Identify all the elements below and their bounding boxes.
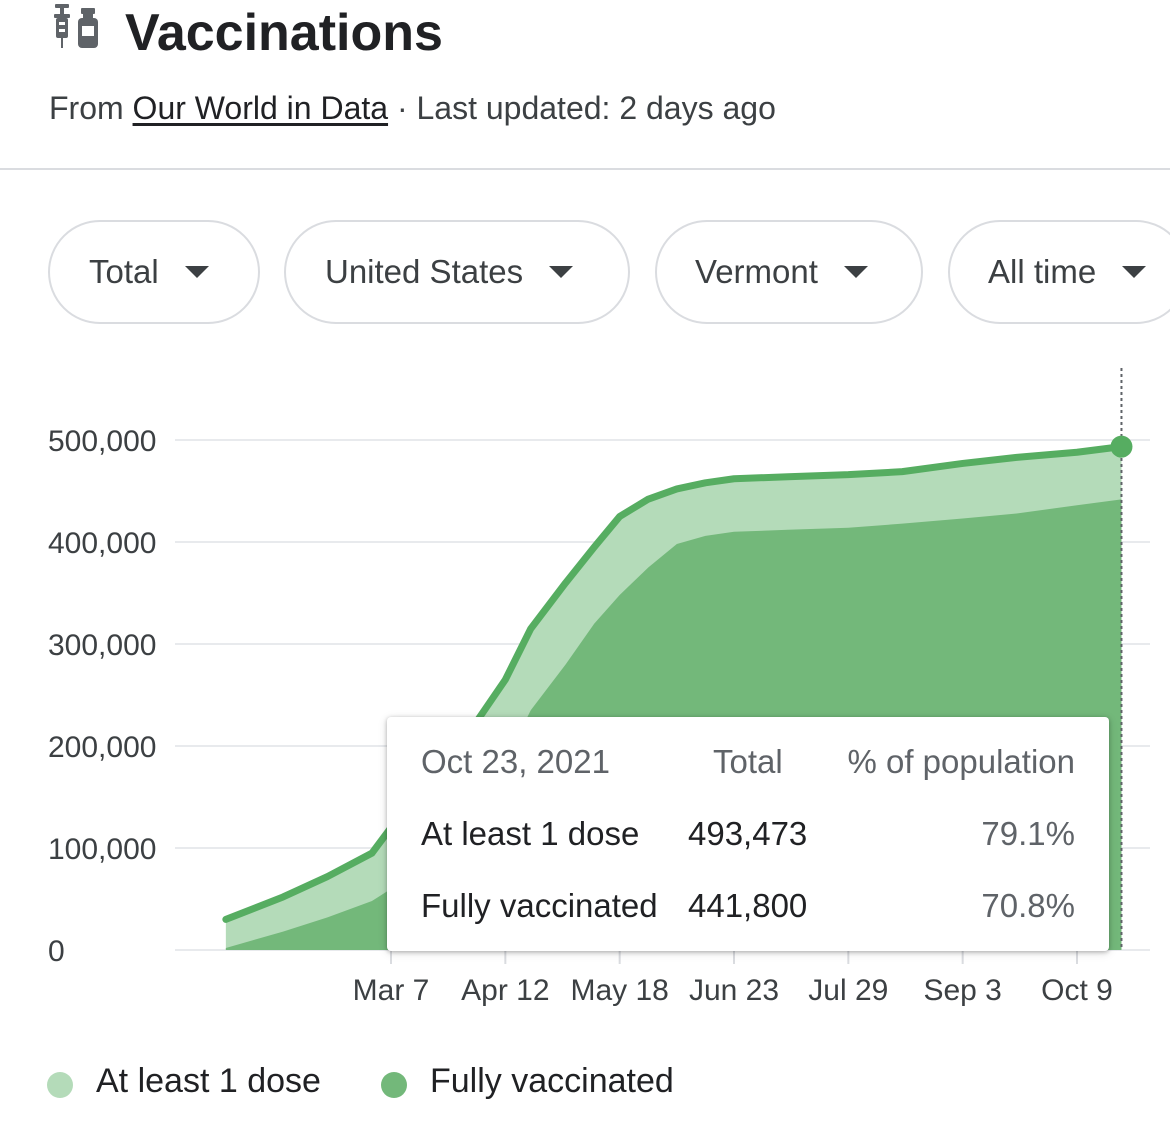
tooltip-date: Oct 23, 2021 xyxy=(421,743,610,780)
series-line-at-least-one-dose xyxy=(222,443,1125,923)
dropdown-caret-icon xyxy=(1122,266,1147,278)
tooltip-row-label: At least 1 dose xyxy=(421,815,640,852)
hover-point xyxy=(1110,435,1133,458)
filter-chip-label: Total xyxy=(89,253,159,290)
legend-label: At least 1 dose xyxy=(96,1062,321,1100)
y-axis-tick-label: 500,000 xyxy=(48,425,156,458)
y-axis-tick-label: 0 xyxy=(48,935,65,968)
y-axis-tick-label: 400,000 xyxy=(48,527,156,560)
chart-tooltip: Oct 23, 2021 Total % of population At le… xyxy=(387,717,1109,951)
filter-chip-label: United States xyxy=(325,253,524,290)
x-axis-tick-label: Jun 23 xyxy=(689,974,779,1007)
filter-chip-time-range[interactable]: All time xyxy=(948,220,1170,324)
filter-chip-label: All time xyxy=(988,253,1097,290)
x-axis-tick-label: Mar 7 xyxy=(353,974,430,1007)
source-link[interactable]: Our World in Data xyxy=(132,90,389,126)
tooltip-header-percent: % of population xyxy=(847,743,1075,780)
filter-chip-total[interactable]: Total xyxy=(48,220,260,324)
dropdown-caret-icon xyxy=(549,266,574,278)
source-line: From Our World in Data · Last updated: 2… xyxy=(49,88,776,128)
legend-label: Fully vaccinated xyxy=(430,1062,674,1100)
y-axis-tick-label: 100,000 xyxy=(48,833,156,866)
card-header: Vaccinations From Our World in Data · La… xyxy=(0,0,1170,170)
dropdown-caret-icon xyxy=(184,266,209,278)
chart-legend: At least 1 dose Fully vaccinated xyxy=(0,1060,1170,1110)
x-axis-tick-label: Oct 9 xyxy=(1041,974,1113,1007)
legend-swatch-at-least-one-dose xyxy=(47,1072,73,1098)
dropdown-caret-icon xyxy=(843,266,868,278)
tooltip-row-total: 493,473 xyxy=(688,815,808,852)
header-divider xyxy=(0,168,1170,170)
filter-chip-label: Vermont xyxy=(695,253,818,290)
tooltip-row-total: 441,800 xyxy=(688,887,808,924)
filter-chip-country[interactable]: United States xyxy=(284,220,630,324)
x-axis-tick-label: Sep 3 xyxy=(923,974,1001,1007)
legend-swatch-fully-vaccinated xyxy=(381,1072,407,1098)
y-axis-tick-label: 200,000 xyxy=(48,731,156,764)
vaccine-icon xyxy=(54,4,98,48)
tooltip-row-label: Fully vaccinated xyxy=(421,887,658,924)
x-axis-tick-label: May 18 xyxy=(570,974,668,1007)
tooltip-header-total: Total xyxy=(713,743,783,780)
tooltip-row-percent: 70.8% xyxy=(981,887,1075,924)
page-title: Vaccinations xyxy=(125,4,443,62)
source-prefix: From xyxy=(49,90,124,126)
y-axis-tick-label: 300,000 xyxy=(48,629,156,662)
filter-chip-state[interactable]: Vermont xyxy=(655,220,923,324)
x-axis-tick-label: Apr 12 xyxy=(461,974,549,1007)
last-updated-text: · Last updated: 2 days ago xyxy=(388,90,776,126)
x-axis-tick-label: Jul 29 xyxy=(808,974,888,1007)
tooltip-row-percent: 79.1% xyxy=(981,815,1075,852)
